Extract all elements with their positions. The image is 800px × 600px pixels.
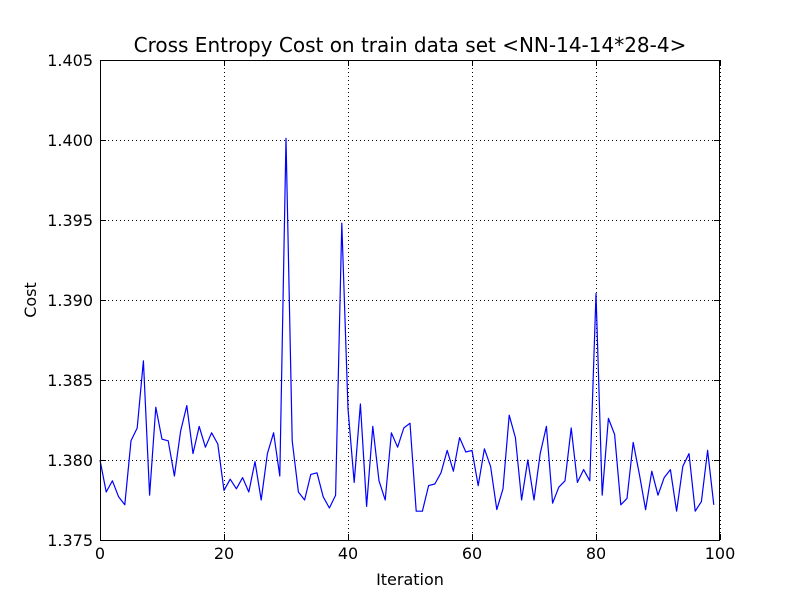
series-line bbox=[99, 137, 715, 512]
y-tick-label: 1.395 bbox=[47, 211, 93, 230]
y-tick-label: 1.380 bbox=[47, 451, 93, 470]
x-axis-label: Iteration bbox=[376, 570, 444, 589]
x-tick-labels: 0 20 40 60 80 100 bbox=[95, 544, 735, 563]
x-tick-label: 100 bbox=[705, 544, 736, 563]
chart-title: Cross Entropy Cost on train data set <NN… bbox=[134, 33, 687, 57]
y-tick-label: 1.390 bbox=[47, 291, 93, 310]
grid-lines bbox=[100, 60, 721, 541]
y-tick-label: 1.405 bbox=[47, 51, 93, 70]
y-axis-label: Cost bbox=[21, 282, 40, 318]
x-tick-label: 40 bbox=[338, 544, 358, 563]
y-tick-label: 1.375 bbox=[47, 531, 93, 550]
series-layer bbox=[99, 137, 715, 512]
y-tick-labels: 1.375 1.380 1.385 1.390 1.395 1.400 1.405 bbox=[47, 51, 93, 550]
x-tick-label: 0 bbox=[95, 544, 105, 563]
axis-ticks bbox=[100, 60, 721, 541]
plot-frame bbox=[100, 60, 720, 541]
y-tick-label: 1.400 bbox=[47, 131, 93, 150]
x-tick-label: 20 bbox=[214, 544, 234, 563]
x-tick-label: 80 bbox=[586, 544, 606, 563]
y-tick-label: 1.385 bbox=[47, 371, 93, 390]
x-tick-label: 60 bbox=[462, 544, 482, 563]
